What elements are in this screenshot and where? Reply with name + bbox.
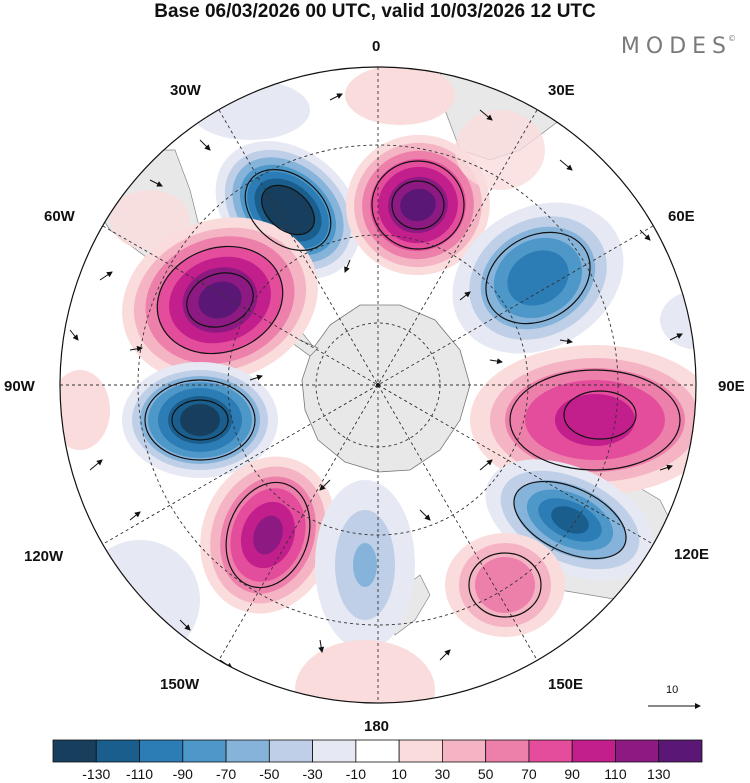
lon-label-150w: 150W — [160, 676, 200, 693]
colorbar-swatch — [398, 739, 443, 763]
anomaly-anticyclone-180 — [295, 640, 435, 703]
colorbar-tick-label: 70 — [521, 766, 537, 782]
colorbar-swatch — [268, 739, 314, 763]
colorbar-swatch — [139, 739, 184, 763]
colorbar-tick-label: -70 — [215, 766, 237, 782]
colorbar-tick-label: -130 — [82, 766, 111, 782]
colorbar-tick-label: 110 — [604, 766, 627, 782]
colorbar-swatch — [182, 739, 227, 763]
lon-label-60w: 60W — [44, 208, 75, 225]
south-pole-point — [376, 383, 380, 387]
colorbar-tick-label: -90 — [172, 766, 193, 782]
colorbar-swatch — [571, 739, 616, 763]
lon-label-30w: 30W — [170, 82, 201, 99]
lon-label-90e: 90E — [718, 378, 745, 395]
colorbar-tick-label: 30 — [434, 766, 451, 782]
reference-vector-label: 10 — [666, 684, 679, 696]
colorbar-swatch — [528, 739, 573, 763]
lon-label-120w: 120W — [24, 548, 64, 565]
lon-label-0: 0 — [372, 38, 381, 55]
colorbar-swatch — [312, 739, 357, 763]
colorbar-tick-label: 130 — [647, 766, 671, 782]
anomaly-cyclone-170w — [315, 480, 415, 650]
colorbar-tick-label: -10 — [345, 766, 366, 782]
colorbar-tick-label: 10 — [391, 766, 407, 782]
lon-label-90w: 90W — [4, 378, 35, 395]
colorbar-swatch — [485, 739, 530, 763]
anomaly-cyclone-50e — [452, 202, 624, 354]
brand-logo: MODES© — [621, 34, 736, 59]
antarctica-land — [301, 304, 471, 473]
colorbar-tick-label: -30 — [302, 766, 323, 782]
map-title: Base 06/03/2026 00 UTC, valid 10/03/2026… — [154, 1, 596, 22]
anomaly-anticyclone-90e — [470, 345, 696, 495]
lon-label-180: 180 — [364, 718, 390, 735]
colorbar-swatch — [95, 739, 140, 763]
map-border — [59, 66, 697, 704]
brand-text: MODES — [620, 34, 732, 59]
colorbar-tick-label: 90 — [564, 766, 580, 782]
lon-label-150e: 150E — [548, 676, 584, 693]
colorbar-tick-label: -110 — [126, 766, 154, 782]
colorbar-swatch — [355, 739, 400, 763]
colorbar-tick-label: -50 — [259, 766, 280, 782]
lon-label-60e: 60E — [668, 208, 695, 225]
colorbar — [52, 739, 703, 763]
colorbar-tick-label: 50 — [477, 766, 494, 782]
lon-label-120e: 120E — [674, 546, 710, 563]
colorbar-swatch — [658, 739, 703, 763]
anomaly-anticyclone-60w — [122, 217, 318, 383]
colorbar-swatch — [52, 739, 97, 763]
colorbar-swatch — [225, 739, 270, 763]
anomaly-cyclone-90w — [122, 362, 278, 478]
contour-lines — [144, 160, 681, 618]
lon-label-30e: 30E — [548, 82, 575, 99]
brand-mark: © — [728, 34, 736, 43]
colorbar-swatch — [615, 739, 660, 763]
colorbar-swatch — [441, 739, 487, 763]
anomaly-anticyclone-90w-outer — [60, 370, 110, 450]
anomaly-anticyclone-145e — [445, 533, 565, 637]
anomaly-positive-blobs — [110, 67, 545, 250]
